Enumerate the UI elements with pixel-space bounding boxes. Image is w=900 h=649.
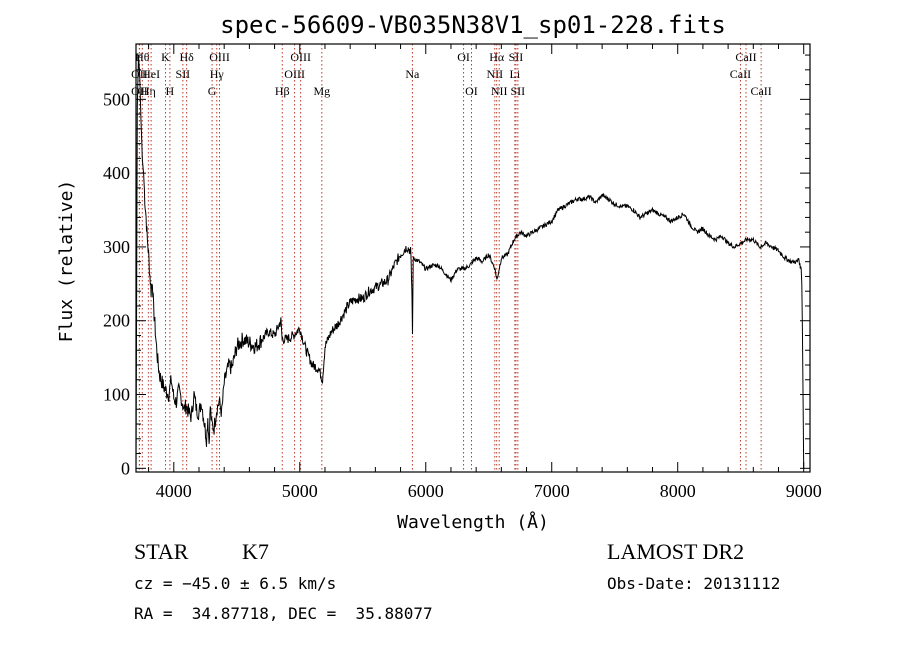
redshift-text: cz = −45.0 ± 6.5 km/s: [134, 574, 337, 593]
line-marker-label: Hβ: [275, 84, 290, 98]
line-marker-label: Hθ: [135, 50, 150, 64]
y-axis-label: Flux (relative): [56, 180, 77, 343]
y-tick-label: 100: [103, 385, 130, 405]
line-marker-label: K: [161, 50, 170, 64]
line-marker-label: SII: [511, 84, 526, 98]
line-marker-label: OIII: [284, 67, 305, 81]
line-marker-label: SII: [176, 67, 191, 81]
y-tick-label: 200: [103, 311, 130, 331]
line-marker-label: OI: [457, 50, 470, 64]
line-markers: OIIOIIHθHηHeIKHSIIHδGHγOIIIHβOIIIOIIIMgN…: [131, 44, 772, 472]
y-tick-label: 400: [103, 163, 130, 183]
line-marker-label: Hγ: [210, 67, 225, 81]
x-axis-label: Wavelength (Å): [397, 511, 549, 533]
line-marker-label: HeI: [142, 67, 160, 81]
line-marker-label: G: [208, 84, 217, 98]
x-tick-label: 7000: [534, 481, 570, 501]
line-marker-label: H: [166, 84, 175, 98]
line-marker-label: Na: [405, 67, 420, 81]
y-tick-label: 500: [103, 89, 130, 109]
line-marker-label: OIII: [209, 50, 230, 64]
line-marker-label: OII: [131, 84, 148, 98]
line-marker-label: CaII: [750, 84, 771, 98]
line-marker-label: Hη: [141, 84, 156, 98]
x-tick-label: 5000: [282, 481, 318, 501]
y-tick-label: 300: [103, 237, 130, 257]
line-marker-label: OIII: [290, 50, 311, 64]
line-marker-label: NII: [486, 67, 503, 81]
obs-date: Obs-Date: 20131112: [607, 574, 781, 593]
spectrum-series: [135, 55, 805, 469]
x-tick-label: 4000: [156, 481, 192, 501]
y-tick-label: 0: [121, 458, 130, 478]
x-tick-label: 8000: [660, 481, 696, 501]
line-marker-label: CaII: [735, 50, 756, 64]
object-subclass: K7: [242, 539, 269, 564]
line-marker-label: CaII: [730, 67, 751, 81]
coordinates-text: RA = 34.87718, DEC = 35.88077: [134, 604, 433, 623]
chart-title: spec-56609-VB035N38V1_sp01-228.fits: [220, 11, 726, 39]
line-marker-label: NII: [491, 84, 508, 98]
line-marker-label: OI: [465, 84, 478, 98]
line-marker-label: Hδ: [179, 50, 194, 64]
object-class: STAR: [134, 539, 189, 564]
survey-name: LAMOST DR2: [607, 539, 745, 564]
axes: 4000 5000 6000 7000 8000 9000 0 100 200 300 400 500: [103, 43, 822, 501]
line-marker-label: SII: [509, 50, 524, 64]
line-marker-label: Mg: [313, 84, 330, 98]
plot-frame: [135, 43, 811, 473]
x-tick-label: 6000: [408, 481, 444, 501]
spectrum-line: [135, 55, 805, 469]
x-tick-label: 9000: [786, 481, 822, 501]
line-marker-label: Hα: [489, 50, 505, 64]
line-marker-label: Li: [509, 67, 520, 81]
